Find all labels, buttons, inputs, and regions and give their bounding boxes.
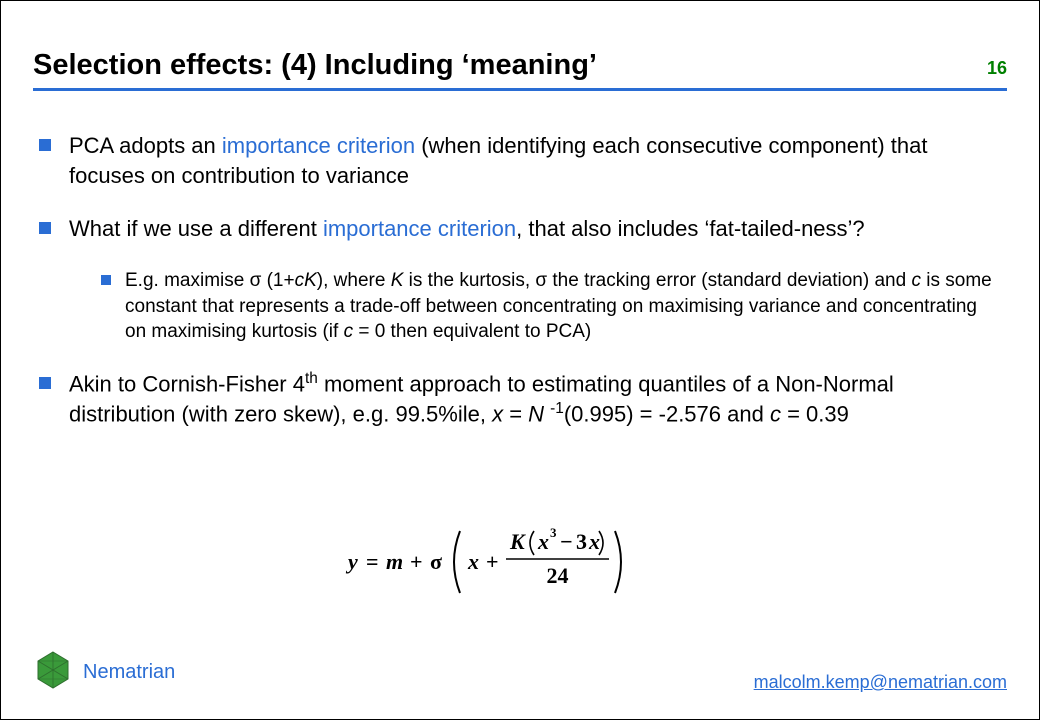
text-segment: th <box>305 370 318 387</box>
bullet-marker-icon <box>101 275 111 285</box>
svg-text:x: x <box>467 549 479 574</box>
formula: y=m+σx+Kx3−3x24 <box>1 525 1039 604</box>
text-segment: = <box>503 401 528 426</box>
bullet-marker-icon <box>39 222 51 234</box>
bullet-text: E.g. maximise σ (1+cK), where K is the k… <box>125 268 1001 345</box>
svg-text:x: x <box>537 529 549 554</box>
text-segment: ), where <box>317 270 391 291</box>
svg-text:3: 3 <box>576 529 587 554</box>
text-segment: N <box>528 401 544 426</box>
text-segment: Akin to Cornish-Fisher 4 <box>69 371 305 396</box>
svg-text:m: m <box>386 549 403 574</box>
svg-text:y: y <box>345 549 358 574</box>
svg-text:K: K <box>509 529 526 554</box>
text-segment: K <box>391 270 404 291</box>
bullet-marker-icon <box>39 377 51 389</box>
text-segment: , that also includes ‘fat-tailed-ness’? <box>516 216 865 241</box>
text-segment: importance criterion <box>323 216 516 241</box>
text-segment: c <box>770 401 781 426</box>
bullet-level-1: What if we use a different importance cr… <box>39 214 1001 244</box>
title-divider <box>33 88 1007 91</box>
text-segment: -1 <box>550 400 564 417</box>
bullet-text: What if we use a different importance cr… <box>69 214 865 244</box>
svg-text:+: + <box>410 549 423 574</box>
text-segment: importance criterion <box>222 133 415 158</box>
text-segment: = 0.39 <box>781 401 849 426</box>
footer-left: Nematrian <box>33 650 175 695</box>
text-segment: c <box>344 321 354 342</box>
svg-text:x: x <box>588 529 600 554</box>
slide-content: PCA adopts an importance criterion (when… <box>39 131 1001 453</box>
text-segment: x <box>492 401 503 426</box>
svg-text:24: 24 <box>547 563 569 588</box>
text-segment: PCA adopts an <box>69 133 222 158</box>
title-row: Selection effects: (4) Including ‘meanin… <box>33 49 1007 82</box>
bullet-text: Akin to Cornish-Fisher 4th moment approa… <box>69 369 1001 429</box>
brand-name: Nematrian <box>83 661 175 684</box>
logo-icon <box>33 650 73 695</box>
bullet-text: PCA adopts an importance criterion (when… <box>69 131 1001 190</box>
text-segment: What if we use a different <box>69 216 323 241</box>
text-segment: c <box>295 270 305 291</box>
svg-text:+: + <box>486 549 499 574</box>
slide-header: Selection effects: (4) Including ‘meanin… <box>33 49 1007 91</box>
bullet-level-1: Akin to Cornish-Fisher 4th moment approa… <box>39 369 1001 429</box>
text-segment: K <box>304 270 317 291</box>
text-segment: = 0 then equivalent to PCA) <box>353 321 591 342</box>
text-segment: (0.995) = -2.576 and <box>564 401 770 426</box>
bullet-level-1: PCA adopts an importance criterion (when… <box>39 131 1001 190</box>
text-segment: is the kurtosis, σ the tracking error (s… <box>403 270 911 291</box>
page-number: 16 <box>987 58 1007 79</box>
slide-title: Selection effects: (4) Including ‘meanin… <box>33 49 597 82</box>
svg-text:3: 3 <box>550 525 557 540</box>
bullet-marker-icon <box>39 139 51 151</box>
bullet-level-2: E.g. maximise σ (1+cK), where K is the k… <box>101 268 1001 345</box>
text-segment: E.g. maximise σ (1+ <box>125 270 295 291</box>
contact-email[interactable]: malcolm.kemp@nematrian.com <box>754 672 1007 693</box>
text-segment: c <box>911 270 921 291</box>
slide: Selection effects: (4) Including ‘meanin… <box>0 0 1040 720</box>
svg-text:σ: σ <box>430 549 442 574</box>
svg-text:−: − <box>560 529 573 554</box>
svg-text:=: = <box>366 549 379 574</box>
